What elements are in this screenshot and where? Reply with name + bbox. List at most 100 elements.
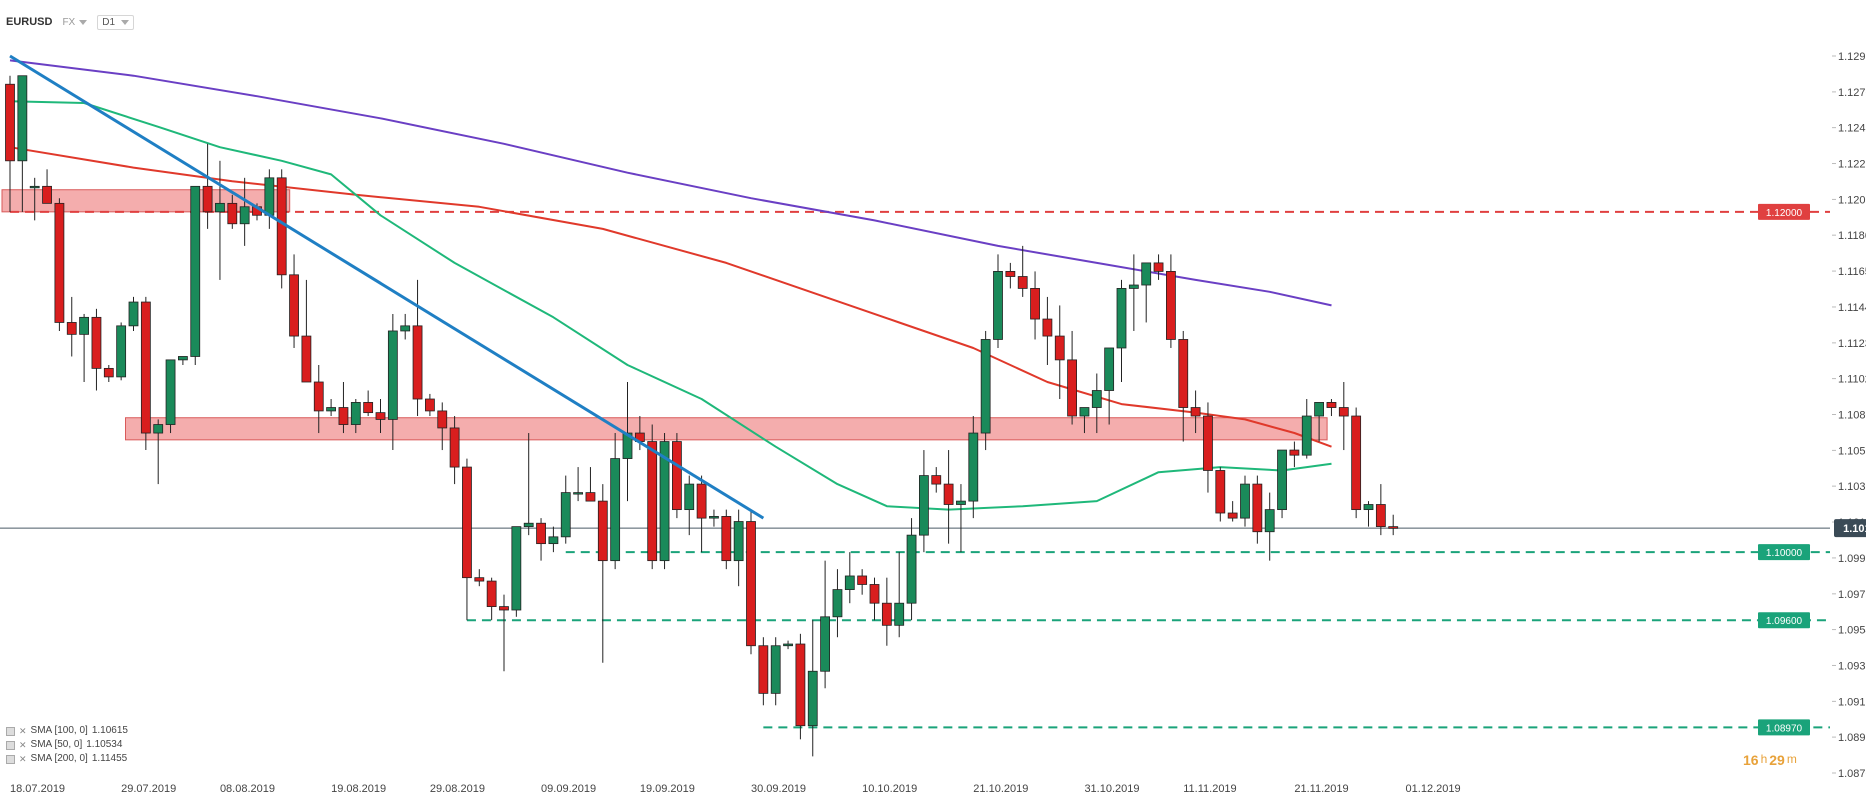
candle-body bbox=[128, 301, 139, 327]
y-tick-label: 1.12073 bbox=[1838, 194, 1866, 206]
countdown-minutes-unit: m bbox=[1786, 752, 1797, 766]
candle-body bbox=[437, 410, 448, 429]
settings-icon[interactable] bbox=[6, 740, 15, 750]
candle bbox=[116, 322, 127, 381]
candle bbox=[1326, 399, 1337, 417]
y-tick-label: 1.09966 bbox=[1838, 553, 1866, 565]
candle bbox=[919, 450, 929, 553]
x-tick-label: 08.08.2019 bbox=[220, 783, 275, 795]
candle-body bbox=[227, 202, 238, 225]
candle-body bbox=[1314, 402, 1324, 417]
exchange-label: FX bbox=[62, 16, 76, 28]
candle-body bbox=[770, 645, 781, 694]
candle-body bbox=[807, 670, 818, 727]
close-icon[interactable]: ✕ bbox=[19, 740, 27, 750]
candle-body bbox=[696, 483, 707, 519]
candle-body bbox=[91, 316, 102, 369]
candle bbox=[523, 433, 534, 536]
price-level-tag-bg bbox=[1758, 203, 1810, 220]
close-icon[interactable]: ✕ bbox=[19, 754, 27, 764]
candle bbox=[227, 194, 238, 229]
candle bbox=[276, 169, 287, 289]
candle-body bbox=[42, 185, 52, 204]
candle-body bbox=[1363, 504, 1374, 511]
candle bbox=[807, 620, 818, 757]
candle bbox=[1240, 475, 1250, 527]
candle bbox=[857, 569, 868, 595]
candle bbox=[721, 509, 732, 570]
symbol-name[interactable]: EURUSD bbox=[6, 16, 53, 28]
candle-body bbox=[597, 500, 608, 562]
countdown-minutes: 29 bbox=[1769, 752, 1785, 768]
candle-body bbox=[931, 475, 942, 485]
candle bbox=[684, 475, 695, 536]
exchange-selector[interactable]: FX bbox=[62, 16, 88, 28]
candle bbox=[906, 518, 917, 621]
candle-body bbox=[165, 359, 176, 425]
candle-body bbox=[1005, 271, 1016, 277]
candle-body bbox=[560, 492, 571, 538]
candle-body bbox=[153, 424, 164, 434]
candle bbox=[1388, 514, 1399, 536]
candle bbox=[437, 402, 448, 451]
candle bbox=[1091, 373, 1102, 434]
candle-body bbox=[1289, 449, 1300, 456]
candle-body bbox=[820, 616, 830, 672]
candle-body bbox=[424, 398, 435, 412]
candle bbox=[363, 390, 374, 417]
x-tick-label: 11.11.2019 bbox=[1183, 783, 1236, 795]
close-icon[interactable]: ✕ bbox=[19, 726, 27, 736]
price-level-tag-label: 1.10000 bbox=[1766, 548, 1803, 559]
last-price-tag-bg bbox=[1834, 519, 1866, 538]
candle bbox=[746, 509, 756, 655]
candle bbox=[412, 279, 423, 417]
candle bbox=[449, 416, 460, 485]
candle-body bbox=[894, 602, 905, 626]
settings-icon[interactable] bbox=[6, 754, 15, 764]
price-level-tag: 1.08970 bbox=[1758, 719, 1810, 736]
candle bbox=[499, 594, 509, 672]
candle bbox=[709, 509, 719, 527]
candle bbox=[1104, 347, 1115, 425]
y-tick-label: 1.12705 bbox=[1838, 87, 1866, 99]
legend-item-sma50[interactable]: ✕ SMA [50, 0] 1.10534 bbox=[6, 738, 128, 752]
candle-body bbox=[1203, 415, 1213, 471]
candle-body bbox=[387, 330, 398, 420]
legend-value: 1.10534 bbox=[86, 739, 123, 750]
price-level-tag-label: 1.09600 bbox=[1766, 616, 1803, 627]
candle-body bbox=[5, 83, 15, 162]
candle bbox=[622, 382, 633, 502]
x-tick-label: 09.09.2019 bbox=[541, 783, 596, 795]
candle-body bbox=[79, 316, 89, 335]
y-tick-label: 1.12284 bbox=[1838, 159, 1866, 171]
candle bbox=[536, 518, 546, 561]
candle bbox=[1128, 254, 1139, 331]
candle-body bbox=[301, 335, 312, 383]
timeframe-dropdown[interactable]: D1 bbox=[97, 14, 135, 30]
candle bbox=[239, 177, 250, 246]
candle-body bbox=[1190, 407, 1201, 417]
candle bbox=[733, 509, 744, 587]
candle-body bbox=[1178, 339, 1189, 408]
candle-body bbox=[363, 402, 374, 414]
candle bbox=[1042, 296, 1053, 365]
legend-item-sma200[interactable]: ✕ SMA [200, 0] 1.11455 bbox=[6, 752, 128, 766]
candle bbox=[1338, 382, 1349, 451]
legend-value: 1.11455 bbox=[91, 753, 128, 764]
candle-body bbox=[610, 458, 621, 562]
candle-body bbox=[1017, 276, 1028, 289]
x-tick-label: 30.09.2019 bbox=[751, 783, 806, 795]
y-tick-label: 1.10809 bbox=[1838, 410, 1866, 422]
candle-body bbox=[1351, 415, 1362, 511]
settings-icon[interactable] bbox=[6, 726, 15, 736]
candle bbox=[795, 633, 806, 740]
candle-body bbox=[1388, 526, 1399, 529]
price-level-tag-bg bbox=[1758, 612, 1810, 629]
candle-body bbox=[350, 402, 361, 425]
y-tick-label: 1.10388 bbox=[1838, 481, 1866, 493]
legend-item-sma100[interactable]: ✕ SMA [100, 0] 1.10615 bbox=[6, 724, 128, 738]
candle-body bbox=[659, 441, 670, 562]
candle bbox=[387, 313, 398, 451]
candle-body bbox=[1079, 407, 1090, 417]
